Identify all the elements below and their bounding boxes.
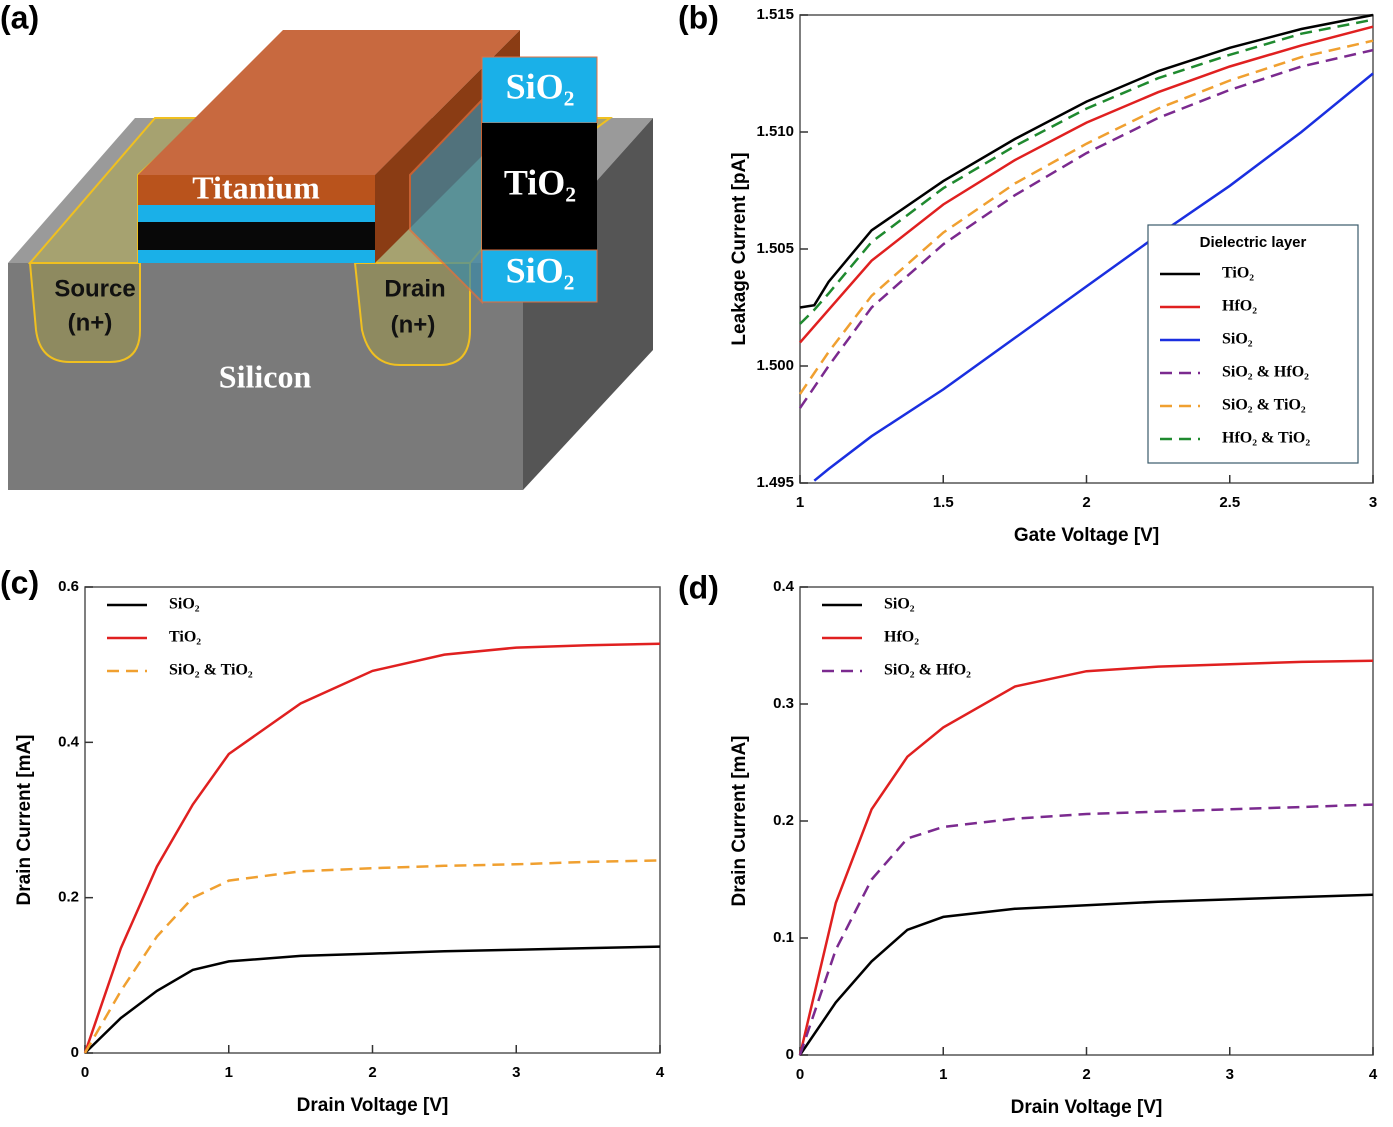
panel-label: (a) [0,0,39,35]
legend-box [1147,224,1359,464]
sio2-layer [138,205,375,222]
x-tick-label: 0 [81,1064,89,1081]
legend-entry: HfO₂ & TiO₂ [1222,430,1310,447]
y-tick-label: 1.505 [756,240,794,257]
legend-entry: SiO₂ [884,596,915,613]
label: SiO₂ [506,250,575,290]
titanium-top [138,30,520,175]
x-tick-label: 2.5 [1219,494,1240,511]
titanium-front [138,175,375,205]
x-tick-label: 4 [1369,1066,1378,1083]
label: Source [54,275,135,302]
x-tick-label: 3 [1226,1066,1234,1083]
x-tick-label: 0 [796,1066,804,1083]
y-axis-label: Drain Current [mA] [729,735,750,906]
series-line [799,25,1374,344]
series-line [798,893,1374,1056]
source-well [28,262,141,363]
label: Silicon [219,358,312,394]
device-diagram: Titanium SiO₂ TiO₂ SiO₂ Source (n+) Drai… [0,0,653,490]
x-tick-label: 1 [939,1066,947,1083]
silicon-side [523,118,653,490]
x-tick-label: 3 [1369,494,1377,511]
legend-entry: TiO₂ [169,629,201,646]
y-tick-label: 0.4 [58,733,80,750]
legend-entry: SiO₂ [169,596,200,613]
x-tick-label: 2 [1082,1066,1090,1083]
sio2-box [481,249,598,303]
legend-title: Dielectric layer [1200,234,1307,251]
series-line [813,72,1374,482]
x-tick-label: 3 [512,1064,520,1081]
legend-entry: SiO₂ & TiO₂ [1222,397,1306,414]
x-tick-label: 2 [368,1064,376,1081]
y-tick-label: 1.510 [756,123,794,140]
x-axis-label: Gate Voltage [V] [1014,525,1159,546]
series-line [798,659,1374,1056]
panel-label: (d) [678,569,719,605]
legend-entry: SiO₂ & HfO₂ [1222,364,1309,381]
y-tick-label: 0.6 [58,578,79,595]
series-line [799,18,1374,325]
y-tick-label: 0.2 [773,812,794,829]
y-axis-label: Leakage Current [pA] [729,152,750,345]
panel-label: (c) [0,564,39,600]
label: (n+) [68,309,113,336]
series-line [798,39,1374,395]
y-axis-label: Drain Current [mA] [14,734,35,905]
label: (n+) [391,311,436,338]
legend-entry: TiO₂ [1222,265,1254,282]
chart: 0 0.1 0.2 0.3 0.4 0 1 2 3 4 Drain Voltage [V] Drain… [678,569,1378,1118]
x-tick-label: 1 [225,1064,233,1081]
legend-entry: SiO₂ & TiO₂ [169,662,253,679]
drain-well [353,262,471,366]
legend-entry: SiO₂ & HfO₂ [884,662,971,679]
y-tick-label: 0 [786,1046,794,1063]
y-tick-label: 0.2 [58,889,79,906]
series-line [799,13,1374,309]
y-tick-label: 0.4 [773,578,795,595]
x-tick-label: 4 [656,1064,665,1081]
x-tick-label: 1 [796,494,804,511]
x-axis-label: Drain Voltage [V] [297,1095,449,1116]
x-tick-label: 2 [1082,494,1090,511]
plot-frame [799,586,1374,1056]
chart: 0 0.2 0.4 0.6 0 1 2 3 4 Drain Voltage [V] Drain Cu… [0,564,665,1116]
series-line [84,945,661,1054]
panel-label: (b) [678,0,719,35]
tio2-box [482,123,597,250]
series-line [798,48,1374,409]
legend-entry: HfO₂ [1222,298,1257,315]
label: TiO₂ [504,162,576,202]
legend-entry: HfO₂ [884,629,919,646]
y-tick-label: 1.500 [756,357,794,374]
label: Drain [384,275,445,302]
label: SiO₂ [506,66,575,106]
y-tick-label: 1.515 [756,6,794,23]
series-line [83,859,661,1054]
tio2-layer [138,222,375,250]
label: Titanium [192,169,320,205]
legend-entry: SiO₂ [1222,331,1253,348]
x-tick-label: 1.5 [933,494,954,511]
y-tick-label: 0 [71,1044,79,1061]
y-tick-label: 1.495 [756,474,794,491]
chart: 1.495 1.500 1.505 1.510 1.515 1 1.5 2 2.5 3 Gate V… [678,0,1377,546]
series-line [798,803,1374,1056]
series-line [83,642,661,1054]
x-axis-label: Drain Voltage [V] [1011,1097,1163,1118]
y-tick-label: 0.1 [773,929,794,946]
sio2-layer [138,250,375,263]
y-tick-label: 0.3 [773,695,794,712]
